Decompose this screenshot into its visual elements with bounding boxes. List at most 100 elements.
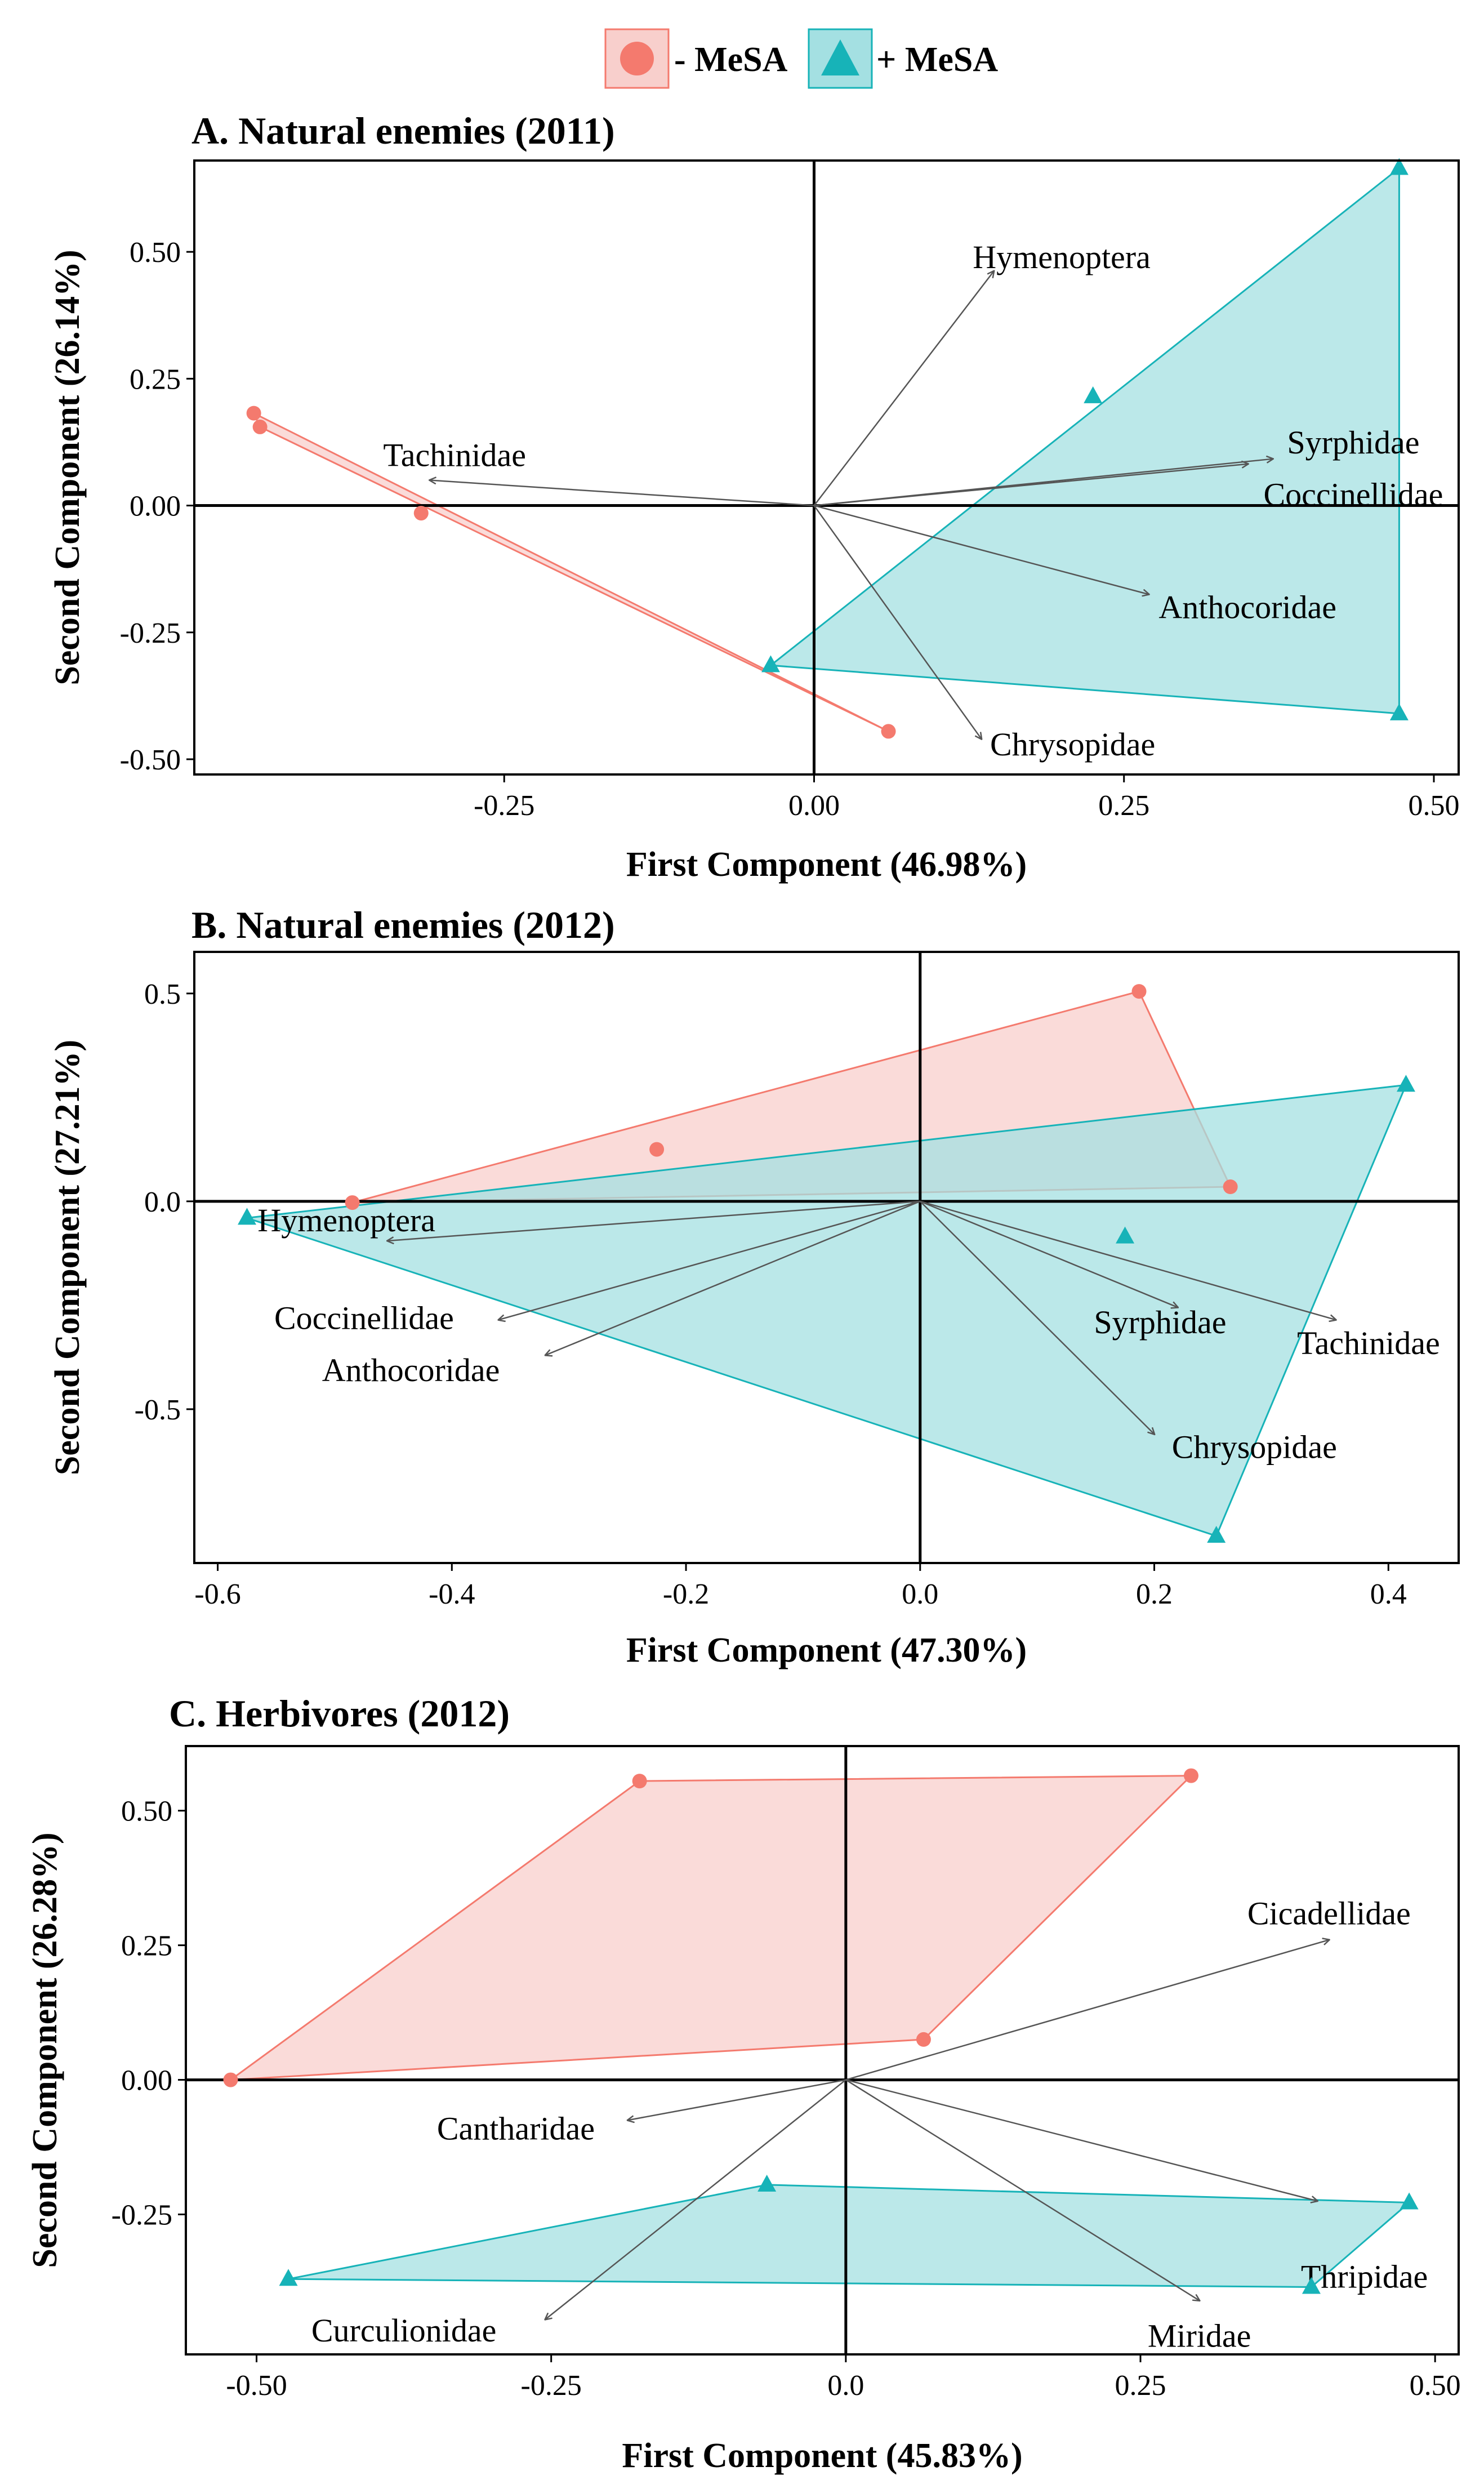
hull-plus-mesa	[768, 166, 1400, 715]
point-minus-mesa-3	[223, 2072, 238, 2087]
x-axis-label: First Component (46.98%)	[626, 845, 1027, 884]
vector-label-syrphidae: Syrphidae	[1287, 424, 1419, 461]
vector-label-anthocoridae: Anthocoridae	[322, 1352, 500, 1388]
panel-title: B. Natural enemies (2012)	[191, 903, 615, 946]
vector-arrow-curculionidae	[545, 2079, 846, 2319]
vector-label-cantharidae: Cantharidae	[437, 2110, 595, 2147]
legend-circle-marker	[620, 42, 654, 75]
y-axis-label: Second Component (27.21%)	[48, 1040, 87, 1475]
vector-label-anthocoridae: Anthocoridae	[1158, 589, 1336, 626]
point-plus-mesa-1	[1389, 158, 1409, 175]
x-tick-label: 0.50	[1410, 2370, 1461, 2402]
point-minus-mesa-3	[345, 1195, 360, 1210]
point-plus-mesa-1	[757, 2174, 777, 2192]
x-axis-label: First Component (47.30%)	[626, 1631, 1027, 1669]
point-minus-mesa-1	[1131, 984, 1147, 999]
point-plus-mesa-4	[1389, 703, 1409, 720]
legend-triangle-marker	[821, 39, 859, 75]
vector-label-tachinidae: Tachinidae	[1297, 1325, 1440, 1361]
vector-label-coccinellidae: Coccinellidae	[274, 1300, 454, 1337]
vector-arrow-anthocoridae	[546, 1200, 921, 1355]
y-tick-label: 0.25	[130, 363, 181, 395]
point-minus-mesa-1	[246, 406, 261, 421]
vector-arrow-tachinidae	[920, 1200, 1336, 1320]
plot-frame	[185, 1745, 1460, 2356]
y-tick-label: 0.00	[130, 491, 181, 523]
x-tick-label: -0.25	[521, 2370, 582, 2402]
y-tick-label: 0.50	[130, 237, 181, 269]
vector-label-hymenoptera: Hymenoptera	[257, 1202, 435, 1239]
vector-arrow-coccinellidae	[814, 464, 1247, 506]
legend-label-minus-mesa: - MeSA	[674, 41, 788, 79]
point-minus-mesa-4	[1223, 1179, 1238, 1195]
vector-label-chrysopidae: Chrysopidae	[990, 726, 1155, 763]
point-minus-mesa-1	[632, 1774, 647, 1789]
panel-title: C. Herbivores (2012)	[169, 1692, 510, 1735]
x-axis-label: First Component (45.83%)	[622, 2437, 1022, 2475]
plot-frame	[193, 951, 1460, 1564]
vector-label-chrysopidae: Chrysopidae	[1172, 1428, 1337, 1465]
point-plus-mesa-3	[1302, 2277, 1321, 2294]
point-minus-mesa-4	[916, 2032, 931, 2047]
legend-label-plus-mesa: + MeSA	[876, 41, 998, 79]
point-plus-mesa-1	[1396, 1075, 1415, 1092]
x-tick-label: 0.2	[1136, 1578, 1173, 1610]
vector-label-hymenoptera: Hymenoptera	[973, 239, 1151, 275]
vector-arrow-coccinellidae	[498, 1200, 921, 1320]
vector-arrow-thripidae	[845, 2079, 1317, 2201]
plot-frame	[193, 159, 1460, 776]
x-tick-label: 0.50	[1408, 790, 1459, 822]
x-tick-label: -0.4	[429, 1578, 475, 1610]
point-plus-mesa-4	[279, 2269, 298, 2286]
x-tick-label: 0.0	[902, 1578, 938, 1610]
y-tick-label: 0.25	[121, 1930, 172, 1962]
x-tick-label: -0.50	[226, 2370, 287, 2402]
y-tick-label: 0.50	[121, 1796, 172, 1828]
point-plus-mesa-2	[1116, 1226, 1135, 1244]
vector-label-thripidae: Thripidae	[1301, 2258, 1428, 2295]
y-tick-label: -0.50	[120, 744, 181, 776]
vector-label-curculionidae: Curculionidae	[311, 2312, 497, 2349]
vector-label-miridae: Miridae	[1148, 2318, 1251, 2354]
x-tick-label: -0.6	[194, 1578, 240, 1610]
vector-label-syrphidae: Syrphidae	[1094, 1304, 1226, 1341]
y-axis-label: Second Component (26.14%)	[48, 250, 87, 685]
point-minus-mesa-2	[252, 419, 268, 434]
point-plus-mesa-3	[761, 655, 780, 673]
vector-label-tachinidae: Tachinidae	[383, 437, 526, 473]
vector-arrow-tachinidae	[430, 480, 814, 506]
y-tick-label: 0.5	[144, 978, 181, 1010]
panel-a: Hymenoptera Tachinidae Syrphidae Coccinelli…	[48, 109, 1460, 884]
point-minus-mesa-2	[1183, 1768, 1198, 1783]
x-tick-label: 0.00	[788, 790, 840, 822]
vector-arrow-chrysopidae	[813, 505, 981, 739]
hull-plus-mesa	[247, 1084, 1407, 1537]
vector-arrow-syrphidae	[920, 1200, 1178, 1307]
y-tick-label: -0.25	[120, 617, 181, 649]
legend: - MeSA + MeSA	[604, 28, 998, 89]
vector-arrow-anthocoridae	[814, 505, 1148, 595]
x-tick-label: -0.2	[663, 1578, 709, 1610]
point-plus-mesa-2	[1084, 386, 1103, 403]
vector-arrow-cicadellidae	[845, 1940, 1329, 2081]
hull-minus-mesa	[252, 411, 889, 732]
panel-b: Hymenoptera Coccinellidae Anthocoridae Syrp…	[48, 903, 1460, 1669]
vector-arrow-hymenoptera	[387, 1200, 920, 1241]
y-tick-label: -0.25	[112, 2199, 172, 2232]
x-tick-label: 0.0	[827, 2370, 864, 2402]
point-plus-mesa-2	[1400, 2192, 1419, 2210]
point-minus-mesa-4	[881, 724, 896, 739]
point-plus-mesa-3	[238, 1208, 257, 1225]
vector-label-coccinellidae: Coccinellidae	[1263, 477, 1443, 513]
vector-arrow-hymenoptera	[813, 271, 993, 506]
x-tick-label: 0.25	[1115, 2370, 1166, 2402]
y-tick-label: 0.00	[121, 2065, 172, 2097]
y-axis-label: Second Component (26.28%)	[26, 1832, 64, 2268]
x-tick-label: -0.25	[474, 790, 534, 822]
x-tick-label: 0.4	[1370, 1578, 1407, 1610]
x-tick-label: 0.25	[1098, 790, 1149, 822]
point-plus-mesa-4	[1207, 1526, 1226, 1543]
y-tick-label: 0.0	[144, 1186, 181, 1218]
point-minus-mesa-2	[649, 1142, 665, 1157]
